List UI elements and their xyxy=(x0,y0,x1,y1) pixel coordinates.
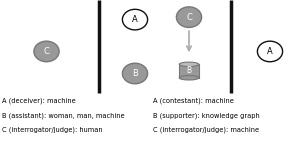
Ellipse shape xyxy=(179,62,199,66)
Circle shape xyxy=(176,7,202,27)
Text: A: A xyxy=(132,15,138,24)
Text: B: B xyxy=(186,66,192,75)
Bar xyxy=(179,64,199,78)
Circle shape xyxy=(34,41,59,62)
Text: B (assistant): woman, man, machine: B (assistant): woman, man, machine xyxy=(2,112,124,119)
Circle shape xyxy=(122,9,148,30)
Text: A (contestant): machine: A (contestant): machine xyxy=(153,98,234,105)
Text: C: C xyxy=(44,47,50,56)
Text: B: B xyxy=(132,69,138,78)
Ellipse shape xyxy=(179,76,199,80)
Text: A (deceiver): machine: A (deceiver): machine xyxy=(2,98,75,105)
Circle shape xyxy=(257,41,283,62)
Text: C (interrogator/judge): machine: C (interrogator/judge): machine xyxy=(153,126,259,133)
Text: C (interrogator/judge): human: C (interrogator/judge): human xyxy=(2,126,102,133)
Text: C: C xyxy=(186,13,192,22)
Text: A: A xyxy=(267,47,273,56)
Text: B (supporter): knowledge graph: B (supporter): knowledge graph xyxy=(153,112,260,119)
Circle shape xyxy=(122,63,148,84)
